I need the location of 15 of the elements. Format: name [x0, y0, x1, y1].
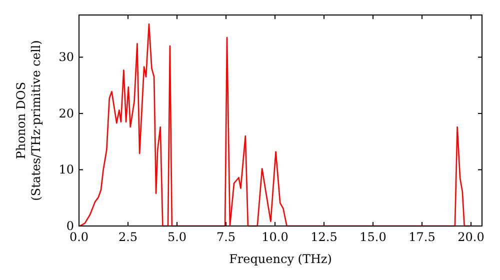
y-axis-title: Phonon DOS (States/THz·primitive cell)	[14, 40, 43, 201]
y-tick-label: 10	[58, 162, 74, 177]
y-tick-label: 30	[58, 50, 74, 64]
x-tick-label: 10.0	[262, 230, 288, 244]
x-tick-label: 12.5	[310, 230, 338, 244]
x-tick-label: 7.5	[216, 230, 236, 244]
y-tick-label: 20	[58, 106, 74, 120]
x-axis-title: Frequency (THz)	[229, 252, 332, 266]
y-tick-label: 0	[66, 219, 74, 233]
x-tick-label: 2.5	[118, 230, 138, 244]
x-tick-label: 5.0	[167, 230, 187, 244]
x-tick-label: 0.0	[69, 230, 89, 244]
x-tick-label: 15.0	[360, 230, 386, 244]
x-tick-label: 20.0	[458, 230, 484, 244]
x-tick-label: 17.5	[408, 230, 436, 244]
